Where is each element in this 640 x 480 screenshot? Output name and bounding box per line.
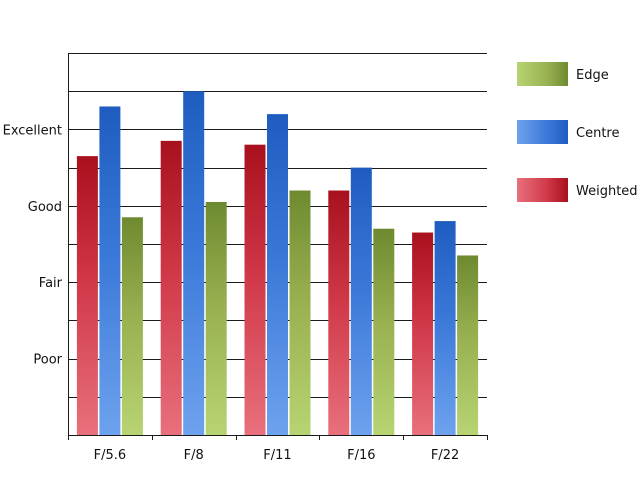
legend-item-centre: Centre bbox=[517, 120, 619, 144]
legend-swatch-weighted bbox=[517, 178, 568, 202]
bar-centre-f-8 bbox=[183, 91, 205, 435]
bar-centre-f-5-6 bbox=[99, 106, 121, 435]
legend-label-edge: Edge bbox=[576, 68, 609, 83]
bar-edge-f-16 bbox=[373, 228, 395, 435]
bar-edge-f-11 bbox=[289, 190, 311, 435]
bar-centre-f-16 bbox=[350, 167, 372, 435]
legend-swatch-centre bbox=[517, 120, 568, 144]
y-tick-label-fair: Fair bbox=[39, 276, 63, 291]
x-tick-label-f-16: F/16 bbox=[347, 448, 375, 463]
bar-edge-f-8 bbox=[205, 201, 227, 435]
bar-centre-f-11 bbox=[267, 114, 288, 436]
legend-item-edge: Edge bbox=[517, 62, 609, 86]
bar-edge-f-22 bbox=[457, 255, 479, 435]
x-tick-labels: F/5.6 F/8 F/11 F/16 F/22 bbox=[94, 448, 460, 463]
legend-item-weighted: Weighted bbox=[517, 178, 638, 202]
x-tick-label-f-22: F/22 bbox=[431, 448, 459, 463]
bar-edge-f-5-6 bbox=[121, 217, 143, 435]
legend-swatch-edge bbox=[517, 62, 568, 86]
legend-label-weighted: Weighted bbox=[576, 184, 638, 199]
y-tick-label-excellent: Excellent bbox=[3, 123, 62, 138]
bar-weighted-f-5-6 bbox=[76, 156, 98, 435]
x-tick-label-f-8: F/8 bbox=[184, 448, 204, 463]
bars bbox=[76, 91, 479, 436]
bar-centre-f-22 bbox=[434, 221, 456, 435]
legend-label-centre: Centre bbox=[576, 126, 619, 141]
x-tick-label-f-5-6: F/5.6 bbox=[94, 448, 127, 463]
y-tick-label-poor: Poor bbox=[33, 353, 62, 368]
axes bbox=[68, 53, 488, 440]
y-tick-label-good: Good bbox=[28, 200, 62, 215]
bar-weighted-f-22 bbox=[412, 232, 434, 435]
x-tick-label-f-11: F/11 bbox=[263, 448, 291, 463]
y-tick-labels: Poor Fair Good Excellent bbox=[3, 123, 63, 367]
bar-weighted-f-16 bbox=[328, 190, 350, 435]
bar-weighted-f-11 bbox=[244, 144, 266, 435]
legend: Edge Centre Weighted bbox=[517, 62, 638, 202]
bar-weighted-f-8 bbox=[160, 140, 182, 436]
